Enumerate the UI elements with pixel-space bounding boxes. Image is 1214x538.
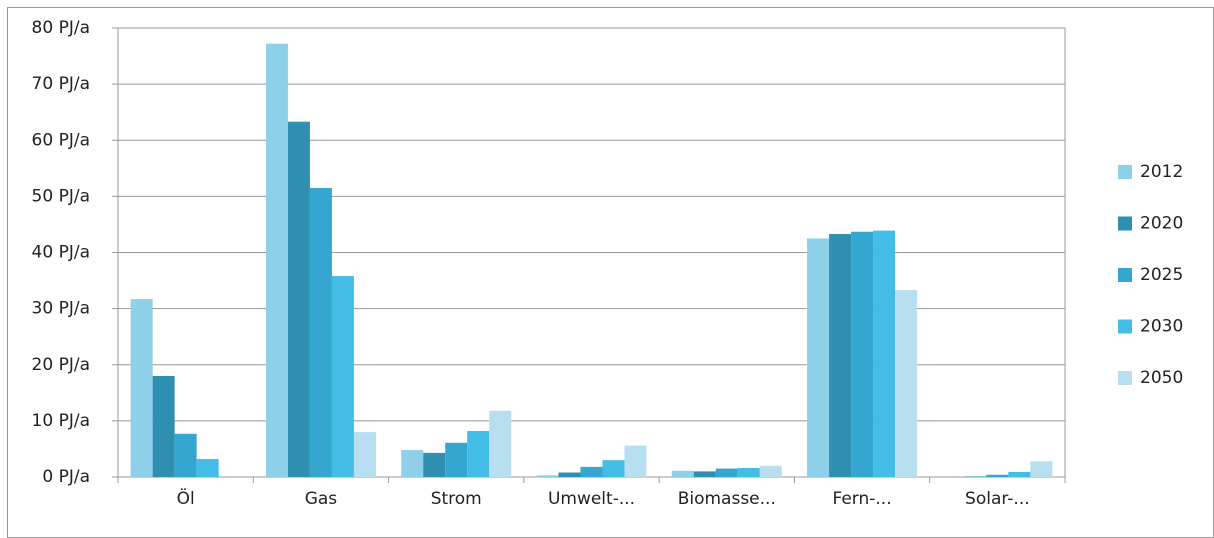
bar: [331, 276, 354, 477]
legend-label: 2020: [1140, 214, 1183, 234]
legend-swatch: [1118, 268, 1132, 282]
bar: [1008, 471, 1031, 477]
bar: [737, 468, 760, 477]
x-tick-label: Strom: [431, 489, 482, 509]
legend-label: 2030: [1140, 317, 1183, 337]
legend-label: 2050: [1140, 368, 1183, 388]
y-tick-label: 10 PJ/a: [32, 411, 90, 431]
bar: [196, 459, 219, 477]
y-tick-label: 70 PJ/a: [32, 74, 90, 94]
bar: [807, 238, 830, 477]
y-tick-label: 20 PJ/a: [32, 355, 90, 375]
bar: [873, 230, 896, 477]
legend-swatch: [1118, 319, 1132, 334]
bar: [624, 445, 647, 477]
bar: [829, 233, 852, 477]
legend-label: 2012: [1140, 162, 1183, 182]
bar: [759, 465, 782, 477]
bar: [536, 475, 559, 477]
x-tick-label: Solar-...: [965, 489, 1030, 509]
legend-swatch: [1118, 165, 1132, 179]
bar: [152, 375, 175, 477]
bar: [445, 442, 468, 477]
legend-swatch: [1118, 216, 1132, 231]
y-tick-label: 50 PJ/a: [32, 186, 90, 206]
bar: [715, 468, 738, 477]
bar: [423, 452, 446, 477]
bar: [602, 460, 625, 477]
bar: [851, 231, 874, 477]
bar: [174, 433, 197, 477]
bar: [671, 470, 694, 477]
legend-label: 2025: [1140, 265, 1183, 285]
bar: [401, 450, 424, 477]
y-tick-label: 30 PJ/a: [32, 299, 90, 319]
bar: [353, 432, 376, 477]
bar: [309, 187, 332, 478]
bar: [693, 471, 716, 477]
x-tick-label: Gas: [305, 489, 338, 509]
y-tick-label: 40 PJ/a: [32, 243, 90, 263]
bar: [467, 430, 490, 477]
bar: [964, 476, 987, 477]
legend-swatch: [1118, 371, 1132, 385]
bar: [895, 290, 918, 477]
bar: [489, 410, 512, 477]
bar: [986, 474, 1009, 477]
bar: [558, 472, 581, 477]
bar: [265, 43, 288, 478]
x-tick-label: Umwelt-...: [548, 489, 635, 509]
bar: [287, 121, 310, 477]
y-tick-label: 80 PJ/a: [32, 18, 90, 38]
bar: [130, 299, 153, 477]
bar: [580, 466, 603, 477]
x-tick-label: Öl: [177, 487, 195, 509]
y-tick-label: 60 PJ/a: [32, 130, 90, 150]
x-tick-label: Fern-...: [833, 489, 892, 509]
x-tick-label: Biomasse...: [678, 489, 776, 509]
y-tick-label: 0 PJ/a: [42, 467, 90, 487]
bar: [1030, 461, 1053, 477]
